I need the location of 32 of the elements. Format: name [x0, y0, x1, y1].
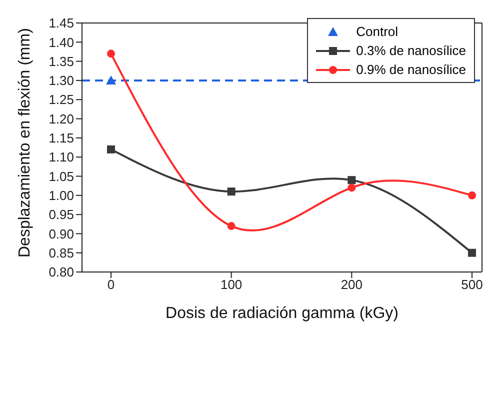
point [107, 145, 115, 154]
y-axis-title: Desplazamiento en flexión (mm) [16, 28, 34, 258]
y-tick-label: 1.35 [48, 54, 74, 69]
x-tick-label: 0 [107, 277, 115, 292]
y-tick-label: 1.45 [48, 16, 74, 31]
y-tick-label: 1.25 [48, 92, 74, 108]
y-tick-label: 1.40 [48, 34, 74, 50]
y-tick-label: 1.05 [48, 168, 74, 184]
y-tick-label: 1.10 [48, 150, 74, 165]
y-tick-label: 0.85 [48, 245, 74, 260]
legend-label: Control [356, 24, 398, 39]
point [348, 184, 356, 192]
point [468, 191, 476, 200]
point [227, 222, 236, 230]
y-tick-label: 0.90 [48, 226, 74, 242]
legend-label: 0.9% de nanosílice [356, 62, 466, 77]
point [227, 188, 236, 196]
x-tick-label: 500 [461, 277, 483, 292]
y-tick-label: 1.15 [48, 130, 74, 146]
y-tick-label: 1.30 [48, 73, 74, 88]
point [107, 50, 115, 58]
legend-label: 0.3% de nanosílice [356, 43, 466, 58]
x-tick-label: 200 [340, 277, 363, 292]
x-tick-label: 100 [220, 277, 242, 292]
point [106, 75, 116, 84]
y-tick-label: 1.20 [48, 111, 74, 126]
y-tick-label: 0.95 [48, 207, 74, 222]
y-tick-label: 1.00 [48, 188, 74, 203]
x-axis-title: Dosis de radiación gamma (kGy) [166, 305, 398, 322]
y-tick-label: 0.80 [48, 264, 74, 280]
point [468, 248, 476, 257]
point [348, 176, 356, 184]
